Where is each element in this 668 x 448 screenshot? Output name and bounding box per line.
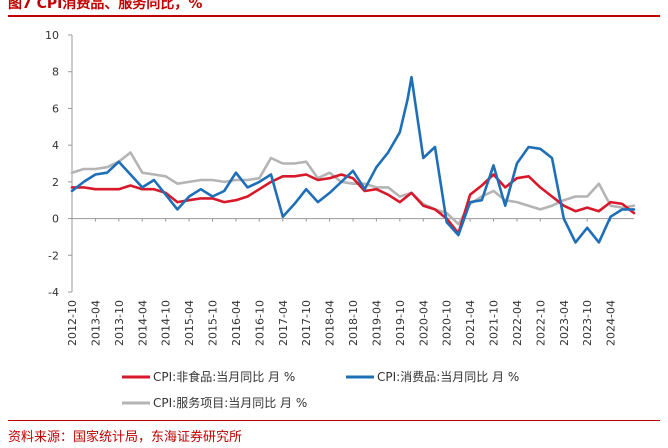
x-tick-label: 2017-04: [277, 300, 290, 346]
x-tick-label: 2023-04: [558, 300, 571, 346]
y-tick-label: 8: [52, 66, 59, 79]
y-tick-label: 0: [52, 213, 59, 226]
x-tick-label: 2019-04: [370, 300, 383, 346]
x-tick-label: 2014-04: [136, 300, 149, 346]
legend-label-1: CPI:非食品:当月同比 月 %: [153, 369, 295, 384]
x-tick-label: 2020-10: [441, 300, 454, 346]
x-tick-label: 2021-10: [488, 300, 501, 346]
figure-title: 图7 CPI消费品、服务同比，%: [8, 0, 203, 12]
x-tick-label: 2020-04: [417, 300, 430, 346]
x-tick-label: 2017-10: [300, 300, 313, 346]
x-tick-label: 2021-04: [464, 300, 477, 346]
title-divider: [8, 15, 660, 17]
x-tick-label: 2018-04: [324, 300, 337, 346]
x-tick-label: 2019-10: [394, 300, 407, 346]
x-tick-label: 2015-10: [207, 300, 220, 346]
x-tick-label: 2023-10: [581, 300, 594, 346]
x-tick-label: 2015-04: [183, 300, 196, 346]
x-tick-label: 2012-10: [66, 300, 79, 346]
y-tick-label: -2: [48, 249, 59, 262]
series-line-3: [70, 151, 636, 226]
legend-label-3: CPI:服务项目:当月同比 月 %: [153, 395, 307, 410]
line-chart: -4 -2 0 2 4 6 8 10 2012-10 2013-04 2013-10 2014-04 2…: [45, 29, 636, 410]
x-tick-label: 2018-10: [347, 300, 360, 346]
x-tick-label: 2024-04: [605, 300, 618, 346]
x-tick-label: 2013-04: [89, 300, 102, 346]
x-tick-label: 2016-04: [230, 300, 243, 346]
x-tick-label: 2022-04: [511, 300, 524, 346]
source-note: 资料来源：国家统计局，东海证券研究所: [8, 430, 243, 445]
source-divider: [8, 420, 660, 421]
x-tick-label: 2022-10: [534, 300, 547, 346]
x-tick-label: 2013-10: [113, 300, 126, 346]
y-tick-label: 6: [52, 102, 59, 115]
x-tick-label: 2016-10: [253, 300, 266, 346]
y-tick-label: 2: [52, 176, 59, 189]
y-tick-label: 10: [45, 29, 59, 42]
legend-label-2: CPI:消费品:当月同比 月 %: [377, 370, 519, 384]
y-tick-label: -4: [48, 286, 59, 299]
series-line-2: [70, 75, 636, 244]
x-tick-label: 2014-10: [160, 300, 173, 346]
y-tick-label: 4: [52, 139, 59, 152]
